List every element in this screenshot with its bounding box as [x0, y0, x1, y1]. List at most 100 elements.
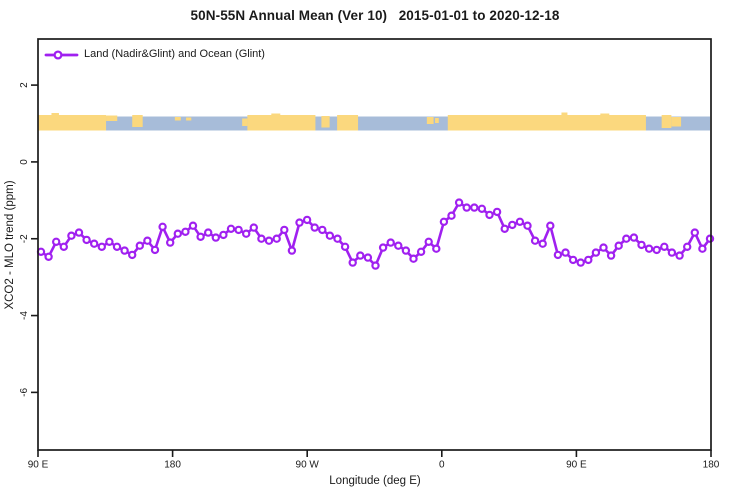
data-point — [538, 239, 547, 248]
data-point — [173, 229, 182, 238]
data-point — [340, 242, 350, 251]
data-point — [302, 215, 312, 225]
data-point — [196, 232, 205, 241]
data-point — [386, 238, 395, 247]
land-segment — [51, 113, 59, 115]
data-point — [409, 254, 418, 263]
data-point — [356, 251, 365, 260]
data-point — [644, 244, 654, 253]
x-axis: 90 E 180 90 W 0 90 E 180 — [28, 450, 720, 471]
land-segment — [661, 115, 672, 128]
y-tick-label: -2 — [19, 234, 30, 243]
land-segment — [337, 115, 359, 131]
data-point — [333, 234, 342, 243]
data-point — [447, 211, 456, 220]
land-segment — [38, 115, 107, 131]
y-tick-label: -6 — [19, 388, 30, 397]
data-point — [568, 255, 578, 265]
data-point — [470, 203, 479, 212]
data-point — [416, 247, 426, 256]
data-point — [280, 225, 289, 235]
data-point — [652, 245, 661, 255]
x-tick-label: 90 E — [28, 460, 49, 471]
chart-title: 50N-55N Annual Mean (Ver 10) 2015-01-01 … — [190, 8, 560, 23]
data-point — [74, 228, 84, 237]
y-tick-label: 0 — [19, 159, 30, 165]
data-point — [622, 234, 631, 243]
data-point — [127, 250, 137, 260]
data-point — [439, 217, 449, 226]
data-point — [150, 245, 160, 255]
land-segment — [435, 118, 439, 123]
data-point — [515, 217, 525, 226]
data-point — [97, 242, 107, 251]
data-point — [424, 237, 433, 246]
data-point — [234, 225, 243, 235]
plot-border — [37, 38, 712, 451]
land-segment — [426, 117, 434, 124]
data-point — [378, 243, 388, 252]
data-point — [295, 218, 304, 227]
data-point — [690, 228, 700, 237]
data-point — [82, 235, 91, 245]
data-point — [52, 237, 61, 246]
data-point — [698, 244, 707, 253]
data-point — [120, 246, 129, 255]
data-point — [158, 222, 167, 231]
data-point — [508, 220, 517, 230]
land-segment — [447, 115, 646, 131]
data-point — [606, 251, 616, 260]
data-point — [546, 221, 555, 230]
data-point — [211, 233, 220, 242]
data-point — [135, 241, 144, 250]
land-segment — [600, 113, 610, 115]
data-point — [454, 198, 464, 207]
data-point — [705, 234, 715, 243]
data-point — [485, 210, 494, 220]
data-point — [165, 238, 175, 247]
data-point — [318, 225, 327, 235]
data-point — [67, 231, 76, 240]
x-tick-label: 0 — [439, 460, 445, 471]
land-segment — [321, 116, 330, 128]
land-segment — [106, 115, 118, 121]
land-segment — [561, 112, 568, 115]
land-segment — [186, 117, 192, 121]
data-point — [105, 237, 114, 246]
data-point — [348, 258, 357, 267]
data-point — [371, 261, 380, 270]
x-tick-label: 90 E — [566, 460, 587, 471]
data-point — [492, 207, 502, 217]
land-segment — [174, 117, 181, 121]
y-axis: 2 0 -2 -4 -6 — [19, 82, 38, 397]
data-point — [89, 239, 99, 248]
x-tick-label: 180 — [703, 460, 720, 471]
map-band — [38, 112, 710, 131]
data-point — [325, 231, 335, 240]
data-point — [591, 248, 601, 257]
y-tick-label: 2 — [19, 82, 30, 88]
data-point — [523, 221, 532, 230]
data-point — [660, 242, 669, 251]
data-point — [264, 236, 274, 245]
x-tick-label: 90 W — [296, 460, 320, 471]
data-point — [667, 248, 677, 257]
data-point — [584, 255, 593, 265]
data-point — [241, 229, 251, 238]
legend-key — [44, 50, 79, 60]
data-point — [401, 246, 411, 255]
data-point — [629, 233, 639, 242]
land-segment — [671, 117, 682, 127]
data-point — [287, 246, 297, 255]
data-point — [226, 224, 236, 233]
data-series — [36, 198, 715, 270]
data-point — [203, 228, 213, 237]
data-point — [553, 250, 563, 260]
data-point — [219, 230, 228, 240]
legend-label: Land (Nadir&Glint) and Ocean (Glint) — [84, 48, 265, 60]
data-point — [44, 252, 53, 261]
y-tick-label: -4 — [19, 311, 30, 320]
data-point — [310, 223, 319, 232]
data-point — [462, 203, 471, 212]
